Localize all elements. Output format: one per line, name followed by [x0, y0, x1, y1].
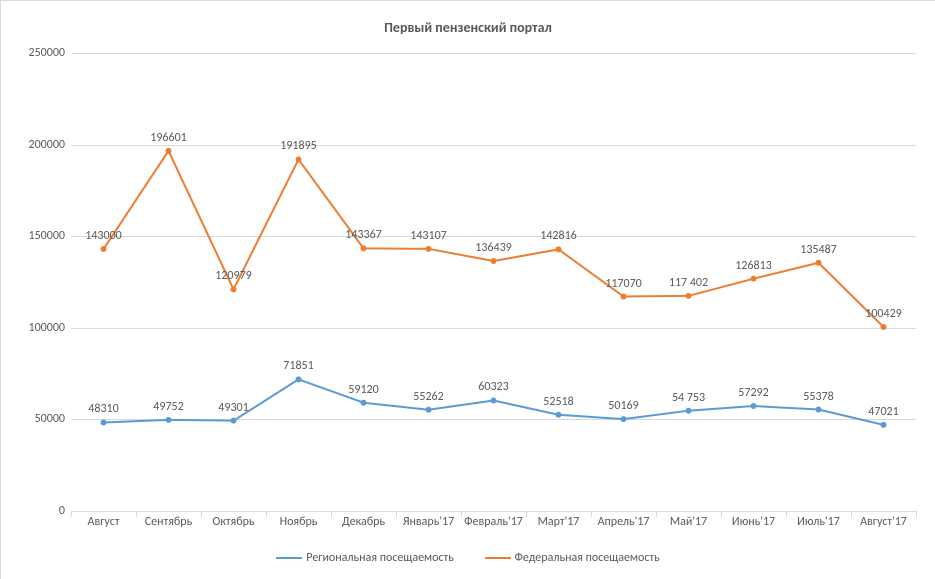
series-marker: [361, 400, 367, 406]
series-marker: [751, 276, 757, 282]
series-marker: [621, 416, 627, 422]
series-marker: [231, 418, 237, 424]
y-tick-label: 150000: [5, 229, 65, 243]
series-marker: [816, 260, 822, 266]
series-marker: [816, 407, 822, 413]
data-label: 54 753: [672, 391, 705, 405]
x-tick-mark: [851, 511, 852, 517]
series-marker: [231, 286, 237, 292]
x-tick-label: Декабрь: [342, 515, 385, 529]
x-tick-label: Сентябрь: [145, 515, 192, 529]
series-marker: [426, 407, 432, 413]
data-label: 49752: [153, 400, 183, 414]
data-label: 55262: [413, 390, 443, 404]
series-marker: [166, 148, 172, 154]
series-marker: [686, 293, 692, 299]
legend-label-regional: Региональная посещаемость: [306, 551, 454, 565]
y-tick-label: 100000: [5, 321, 65, 335]
data-label: 126813: [735, 259, 772, 273]
x-tick-mark: [461, 511, 462, 517]
series-marker: [426, 246, 432, 252]
series-line: [104, 151, 884, 327]
data-label: 136439: [475, 241, 512, 255]
x-tick-mark: [331, 511, 332, 517]
x-tick-mark: [136, 511, 137, 517]
series-marker: [491, 397, 497, 403]
x-tick-label: Июль'17: [797, 515, 840, 529]
series-marker: [296, 376, 302, 382]
data-label: 60323: [478, 380, 508, 394]
series-marker: [686, 408, 692, 414]
data-label: 59120: [348, 383, 378, 397]
series-marker: [101, 246, 107, 252]
x-tick-label: Февраль'17: [464, 515, 523, 529]
chart-container: Первый пензенский портал Региональная по…: [0, 0, 935, 579]
y-tick-label: 0: [5, 504, 65, 518]
series-marker: [491, 258, 497, 264]
x-tick-mark: [526, 511, 527, 517]
series-marker: [751, 403, 757, 409]
data-label: 50169: [608, 399, 638, 413]
x-tick-mark: [266, 511, 267, 517]
data-label: 71851: [283, 359, 313, 373]
x-tick-mark: [786, 511, 787, 517]
series-marker: [296, 156, 302, 162]
legend: Региональная посещаемость Федеральная по…: [1, 548, 935, 565]
data-label: 57292: [738, 386, 768, 400]
series-marker: [621, 294, 627, 300]
series-marker: [101, 419, 107, 425]
y-tick-label: 200000: [5, 138, 65, 152]
data-label: 47021: [868, 405, 898, 419]
x-tick-label: Май'17: [670, 515, 707, 529]
data-label: 191895: [280, 139, 317, 153]
data-label: 120979: [215, 269, 252, 283]
data-label: 48310: [88, 402, 118, 416]
data-label: 52518: [543, 395, 573, 409]
series-marker: [556, 246, 562, 252]
series-marker: [881, 422, 887, 428]
series-marker: [166, 417, 172, 423]
data-label: 135487: [800, 243, 837, 257]
x-tick-label: Март'17: [538, 515, 580, 529]
legend-item-regional: Региональная посещаемость: [276, 551, 454, 565]
data-label: 55378: [803, 390, 833, 404]
x-tick-mark: [71, 511, 72, 517]
x-tick-label: Август: [88, 515, 120, 529]
x-tick-label: Ноябрь: [280, 515, 318, 529]
data-label: 49301: [218, 401, 248, 415]
data-label: 117 402: [669, 276, 708, 290]
chart-svg: [71, 53, 916, 511]
y-tick-label: 250000: [5, 46, 65, 60]
data-label: 142816: [540, 229, 577, 243]
x-tick-mark: [916, 511, 917, 517]
series-marker: [881, 324, 887, 330]
x-tick-label: Июнь'17: [732, 515, 775, 529]
data-label: 143000: [85, 229, 122, 243]
data-label: 117070: [605, 277, 642, 291]
chart-title: Первый пензенский портал: [1, 19, 935, 36]
x-tick-label: Октябрь: [212, 515, 254, 529]
x-tick-mark: [591, 511, 592, 517]
x-tick-mark: [396, 511, 397, 517]
legend-item-federal: Федеральная посещаемость: [485, 551, 660, 565]
series-marker: [556, 412, 562, 418]
y-tick-label: 50000: [5, 412, 65, 426]
x-tick-mark: [721, 511, 722, 517]
x-tick-mark: [201, 511, 202, 517]
x-tick-label: Январь'17: [403, 515, 454, 529]
x-tick-label: Апрель'17: [598, 515, 650, 529]
x-tick-mark: [656, 511, 657, 517]
legend-label-federal: Федеральная посещаемость: [515, 551, 660, 565]
data-label: 143107: [410, 229, 447, 243]
data-label: 143367: [345, 228, 382, 242]
data-label: 100429: [865, 307, 902, 321]
x-tick-label: Август'17: [860, 515, 907, 529]
series-marker: [361, 245, 367, 251]
data-label: 196601: [150, 131, 187, 145]
